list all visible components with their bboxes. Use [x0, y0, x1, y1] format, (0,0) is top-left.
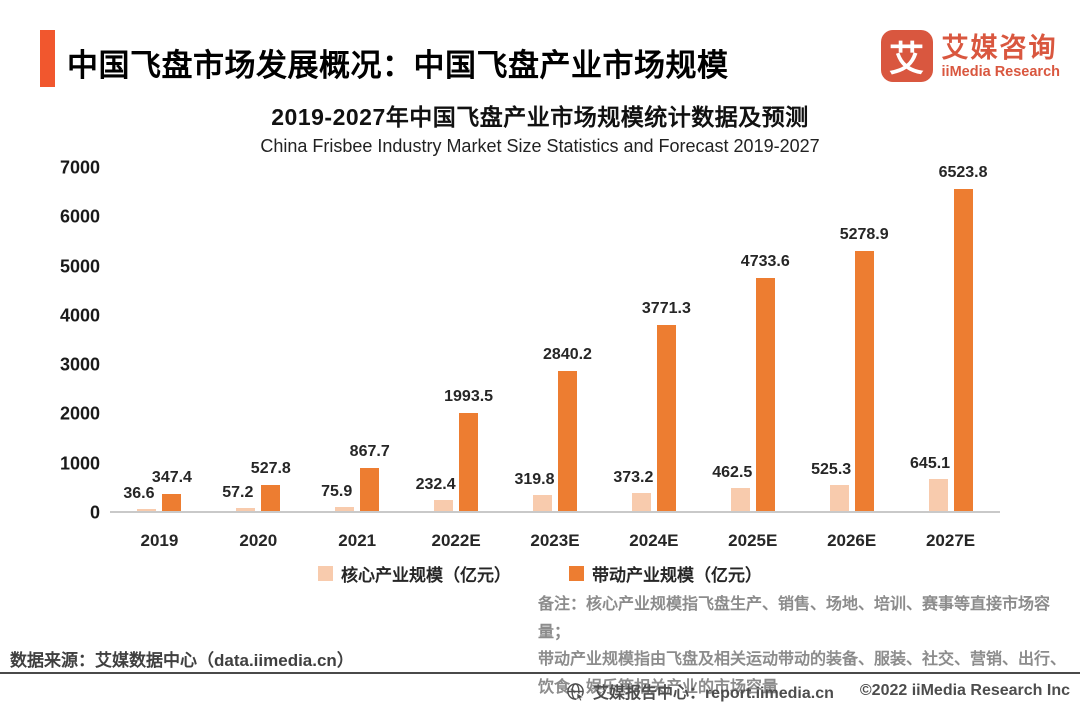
bar [261, 485, 281, 511]
bar-value-label: 4733.6 [740, 252, 790, 270]
y-axis: 0 1000 2000 3000 4000 5000 6000 7000 [20, 158, 100, 523]
y-axis-tick-label: 3000 [59, 354, 100, 375]
y-axis-tick-label: 1000 [59, 453, 100, 474]
x-axis-category-label: 2025E [728, 531, 778, 550]
data-source: 数据来源：艾媒数据中心（data.iimedia.cn） [10, 651, 354, 670]
bar [631, 492, 651, 511]
bar [854, 250, 874, 511]
bar-group: 75.9 867.7 2021 [308, 168, 407, 550]
y-axis-tick-label: 4000 [59, 305, 100, 326]
bar [137, 509, 157, 511]
copyright-text: ©2022 iiMedia Research Inc [859, 682, 1070, 699]
bar-value-label: 3771.3 [641, 300, 691, 318]
bar [236, 508, 256, 511]
bar-value-label: 75.9 [321, 483, 353, 501]
bar-group: 57.2 527.8 2020 [209, 168, 308, 550]
bar-value-label: 527.8 [250, 460, 291, 477]
iimedia-logo-icon: 艾 [880, 30, 933, 82]
y-axis-tick-label: 6000 [59, 206, 100, 227]
bar [656, 325, 676, 511]
logo-name-en: iiMedia Research [941, 63, 1060, 80]
x-axis-category-label: 2023E [530, 531, 580, 550]
footer-divider [0, 672, 1080, 674]
legend-item: 带动产业规模（亿元） [569, 561, 762, 586]
y-axis-tick-label: 2000 [59, 403, 100, 424]
legend-item: 核心产业规模（亿元） [318, 561, 511, 586]
bar-group: 373.2 3771.3 2024E [604, 168, 703, 550]
footnote-line: 带动产业规模指由飞盘及相关运动带动的装备、服装、社交、营销、出行、 [538, 651, 1067, 668]
bar-value-label: 867.7 [349, 443, 390, 461]
bar [829, 485, 849, 511]
chart-title: 2019-2027年中国飞盘产业市场规模统计数据及预测 [271, 104, 809, 130]
bar-value-label: 6523.8 [938, 164, 988, 182]
page-title: 中国飞盘市场发展概况：中国飞盘产业市场规模 [67, 48, 729, 83]
bar-value-label: 319.8 [514, 471, 555, 489]
bar-value-label: 373.2 [613, 468, 654, 486]
bar [730, 488, 750, 511]
bar-group: 319.8 2840.2 2023E [506, 168, 605, 550]
bar [335, 507, 355, 511]
bar-group: 232.4 1993.5 2022E [407, 168, 506, 550]
bar-group: 645.1 6523.8 2027E [901, 164, 1000, 550]
chart-subtitle: China Frisbee Industry Market Size Stati… [260, 136, 820, 156]
report-center-text: 艾媒报告中心：report.iimedia.cn [592, 685, 834, 702]
bar [755, 277, 775, 511]
plot-area: 36.6 347.4 2019 57.2 527.8 2020 75.9 867.7 2021 2… [110, 164, 1000, 550]
bar [459, 412, 479, 511]
legend-label: 核心产业规模（亿元） [341, 566, 511, 585]
bar-value-label: 525.3 [811, 461, 852, 479]
bar-value-label: 2840.2 [543, 346, 592, 364]
bar-group: 36.6 347.4 2019 [110, 168, 209, 550]
bar-value-label: 232.4 [415, 475, 456, 493]
bar-group: 525.3 5278.9 2026E [802, 168, 901, 550]
x-axis-category-label: 2027E [925, 531, 976, 550]
globe-cursor-icon [567, 682, 585, 701]
bar-value-label: 36.6 [123, 485, 155, 503]
bar-value-label: 347.4 [151, 468, 192, 486]
chart-legend: 核心产业规模（亿元） 带动产业规模（亿元） [0, 561, 1080, 586]
x-axis-category-label: 2021 [338, 531, 377, 550]
y-axis-tick-label: 0 [89, 502, 100, 523]
bar-value-label: 645.1 [910, 455, 951, 473]
bar [557, 371, 577, 511]
bar-value-label: 57.2 [222, 484, 254, 502]
title-accent-bar [40, 30, 55, 87]
bar-group: 462.5 4733.6 2025E [703, 168, 802, 550]
bar [928, 479, 948, 511]
bar [532, 495, 552, 511]
legend-swatch [318, 566, 333, 581]
x-axis-category-label: 2024E [629, 531, 679, 550]
x-axis-category-label: 2026E [827, 531, 877, 550]
x-axis-category-label: 2019 [140, 531, 179, 550]
footnote-line: 备注：核心产业规模指飞盘生产、销售、场地、培训、赛事等直接市场容量； [538, 596, 1051, 641]
bar-value-label: 5278.9 [839, 225, 889, 243]
bar [360, 468, 380, 511]
bar [953, 189, 973, 511]
bar [434, 499, 454, 511]
x-axis-category-label: 2020 [239, 531, 278, 550]
bar-value-label: 1993.5 [444, 387, 494, 405]
iimedia-logo: 艾 艾媒咨询 iiMedia Research [880, 30, 1060, 82]
y-axis-tick-label: 7000 [59, 157, 100, 178]
legend-swatch [569, 566, 584, 581]
footer: 艾媒报告中心：report.iimedia.cn ©2022 iiMedia R… [566, 679, 1070, 702]
legend-label: 带动产业规模（亿元） [592, 566, 762, 585]
bar [162, 493, 182, 511]
footnote-line: 饮食、娱乐等相关产业的市场容量 [538, 678, 779, 696]
logo-wordmark: 艾媒咨询 iiMedia Research [942, 33, 1060, 80]
y-axis-tick-label: 5000 [59, 256, 100, 277]
footnote: 备注：核心产业规模指飞盘生产、销售、场地、培训、赛事等直接市场容量； 带动产业规… [538, 591, 1078, 701]
x-axis-category-label: 2022E [431, 531, 481, 550]
bar-value-label: 462.5 [712, 464, 753, 482]
logo-name-cn: 艾媒咨询 [941, 32, 1058, 63]
